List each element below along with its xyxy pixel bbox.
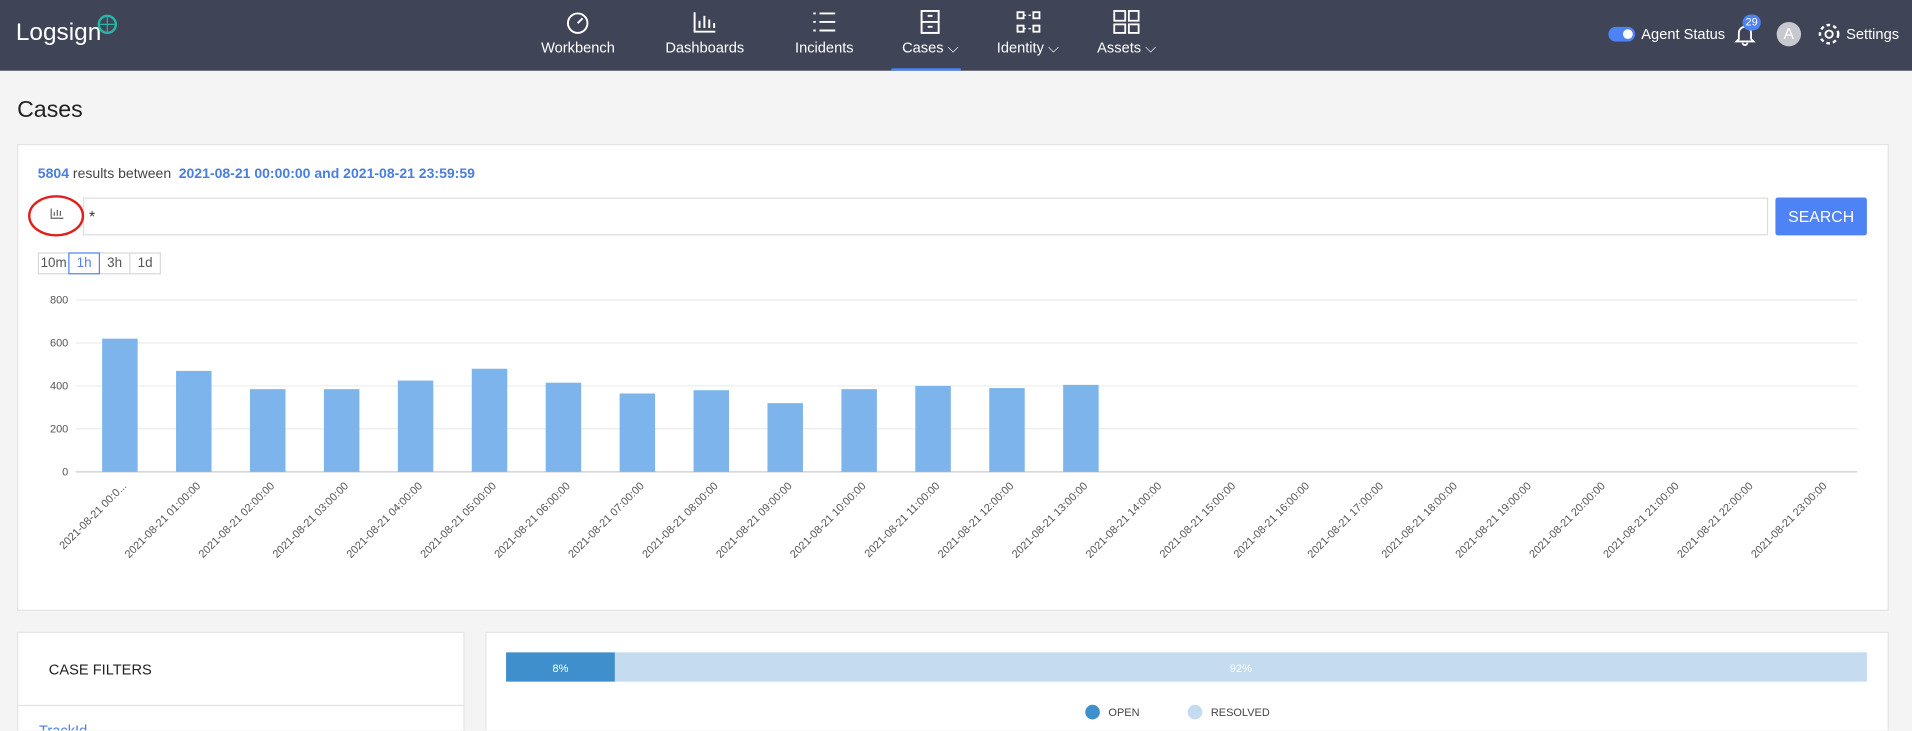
- nav-label: Workbench: [541, 39, 615, 57]
- search-input[interactable]: *: [82, 197, 1769, 236]
- y-tick-label: 200: [50, 424, 68, 436]
- nav-label: Cases: [902, 39, 944, 57]
- bar: [989, 388, 1025, 472]
- x-tick-label: 2021-08-21 06:00:00: [492, 480, 573, 561]
- x-tick-label: 2021-08-21 23:00:00: [1749, 480, 1830, 561]
- legend-dot: [1085, 704, 1100, 720]
- x-tick-label: 2021-08-21 03:00:00: [271, 480, 352, 561]
- histogram-toggle[interactable]: [27, 193, 88, 239]
- status-label: 92%: [1230, 663, 1252, 675]
- results-line: 5804 results between 2021-08-21 00:00:00…: [38, 167, 475, 182]
- nav-label: Assets: [1097, 39, 1142, 57]
- nav-dashboards[interactable]: Dashboards: [665, 10, 744, 56]
- interval-button[interactable]: 1h: [68, 252, 100, 275]
- bar: [1063, 384, 1099, 472]
- x-tick-label: 2021-08-21 08:00:00: [640, 480, 721, 561]
- legend-label: OPEN: [1108, 707, 1139, 719]
- legend-label: RESOLVED: [1211, 707, 1270, 719]
- x-tick-label: 2021-08-21 09:00:00: [714, 480, 795, 561]
- legend-dot: [1187, 704, 1203, 720]
- x-tick-label: 2021-08-21 19:00:00: [1453, 480, 1534, 561]
- result-range: 2021-08-21 00:00:00 and 2021-08-21 23:59…: [178, 167, 475, 182]
- bar: [397, 380, 434, 472]
- interval-button[interactable]: 10m: [37, 252, 70, 275]
- bar: [767, 403, 803, 472]
- settings[interactable]: Settings: [1846, 25, 1900, 43]
- y-tick-label: 800: [50, 295, 68, 307]
- status-segment: [506, 652, 615, 682]
- bar: [915, 385, 951, 472]
- divider: [18, 704, 464, 707]
- x-tick-label: 2021-08-21 12:00:00: [936, 480, 1017, 561]
- bar: [841, 389, 877, 472]
- interval-button[interactable]: 1d: [129, 252, 161, 275]
- nav-workbench[interactable]: Workbench: [541, 10, 615, 56]
- bar: [102, 338, 138, 472]
- filter-link[interactable]: TrackId: [39, 722, 87, 731]
- x-tick-label: 2021-08-21 04:00:00: [345, 480, 426, 561]
- results-text: results between: [72, 167, 172, 182]
- toggle[interactable]: [1608, 26, 1636, 42]
- logo-icon: [97, 14, 118, 35]
- badge: 29: [1742, 14, 1761, 31]
- x-tick-label: 2021-08-21 22:00:00: [1675, 480, 1756, 561]
- x-tick-label: 2021-08-21 00:0...: [57, 480, 129, 552]
- nav-label: Incidents: [795, 39, 854, 57]
- filters-card: CASE FILTERS TrackId: [17, 631, 465, 731]
- x-tick-label: 2021-08-21 14:00:00: [1084, 480, 1165, 561]
- agent-status: Agent Status: [1641, 25, 1726, 43]
- bar: [619, 393, 656, 472]
- x-tick-label: 2021-08-21 16:00:00: [1232, 480, 1313, 561]
- top-nav: Logsign Workbench Dashboards Incidents C…: [0, 0, 1912, 71]
- x-tick-label: 2021-08-21 01:00:00: [123, 480, 204, 561]
- x-tick-label: 2021-08-21 17:00:00: [1306, 480, 1387, 561]
- nav-label: Dashboards: [665, 39, 745, 57]
- active-underline: [891, 68, 961, 71]
- x-tick-label: 2021-08-21 20:00:00: [1527, 480, 1608, 561]
- x-tick-label: 2021-08-21 11:00:00: [863, 480, 943, 560]
- y-tick-label: 400: [50, 381, 68, 393]
- x-tick-label: 2021-08-21 21:00:00: [1601, 480, 1682, 561]
- result-count: 5804: [37, 167, 70, 182]
- x-tick-label: 2021-08-21 18:00:00: [1379, 480, 1460, 561]
- y-tick-label: 600: [50, 338, 68, 350]
- x-tick-label: 2021-08-21 02:00:00: [197, 480, 278, 561]
- nav-label: Identity: [996, 39, 1044, 57]
- logo[interactable]: Logsign: [15, 19, 102, 47]
- nav-assets[interactable]: Assets ⌵: [1097, 10, 1156, 58]
- filters-title: CASE FILTERS: [48, 660, 152, 678]
- x-tick-label: 2021-08-21 05:00:00: [418, 480, 499, 561]
- bar: [323, 389, 360, 472]
- search-button[interactable]: SEARCH: [1775, 197, 1867, 236]
- avatar[interactable]: A: [1776, 21, 1802, 47]
- bar: [249, 389, 286, 472]
- status-label: 8%: [553, 663, 569, 675]
- x-tick-label: 2021-08-21 13:00:00: [1010, 480, 1091, 561]
- gear-icon[interactable]: [1817, 22, 1841, 46]
- page-title: Cases: [17, 97, 83, 124]
- nav-incidents[interactable]: Incidents: [795, 10, 854, 56]
- bar: [693, 390, 730, 472]
- nav-identity[interactable]: Identity ⌵: [997, 10, 1059, 58]
- x-tick-label: 2021-08-21 15:00:00: [1158, 480, 1239, 561]
- bar: [471, 368, 508, 472]
- status-segment: [614, 652, 1867, 682]
- bar: [176, 370, 212, 472]
- bar: [545, 382, 582, 472]
- x-tick-label: 2021-08-21 07:00:00: [566, 480, 647, 561]
- nav-cases[interactable]: Cases ⌵: [902, 9, 959, 58]
- y-tick-label: 0: [62, 467, 68, 479]
- x-tick-label: 2021-08-21 10:00:00: [788, 480, 869, 561]
